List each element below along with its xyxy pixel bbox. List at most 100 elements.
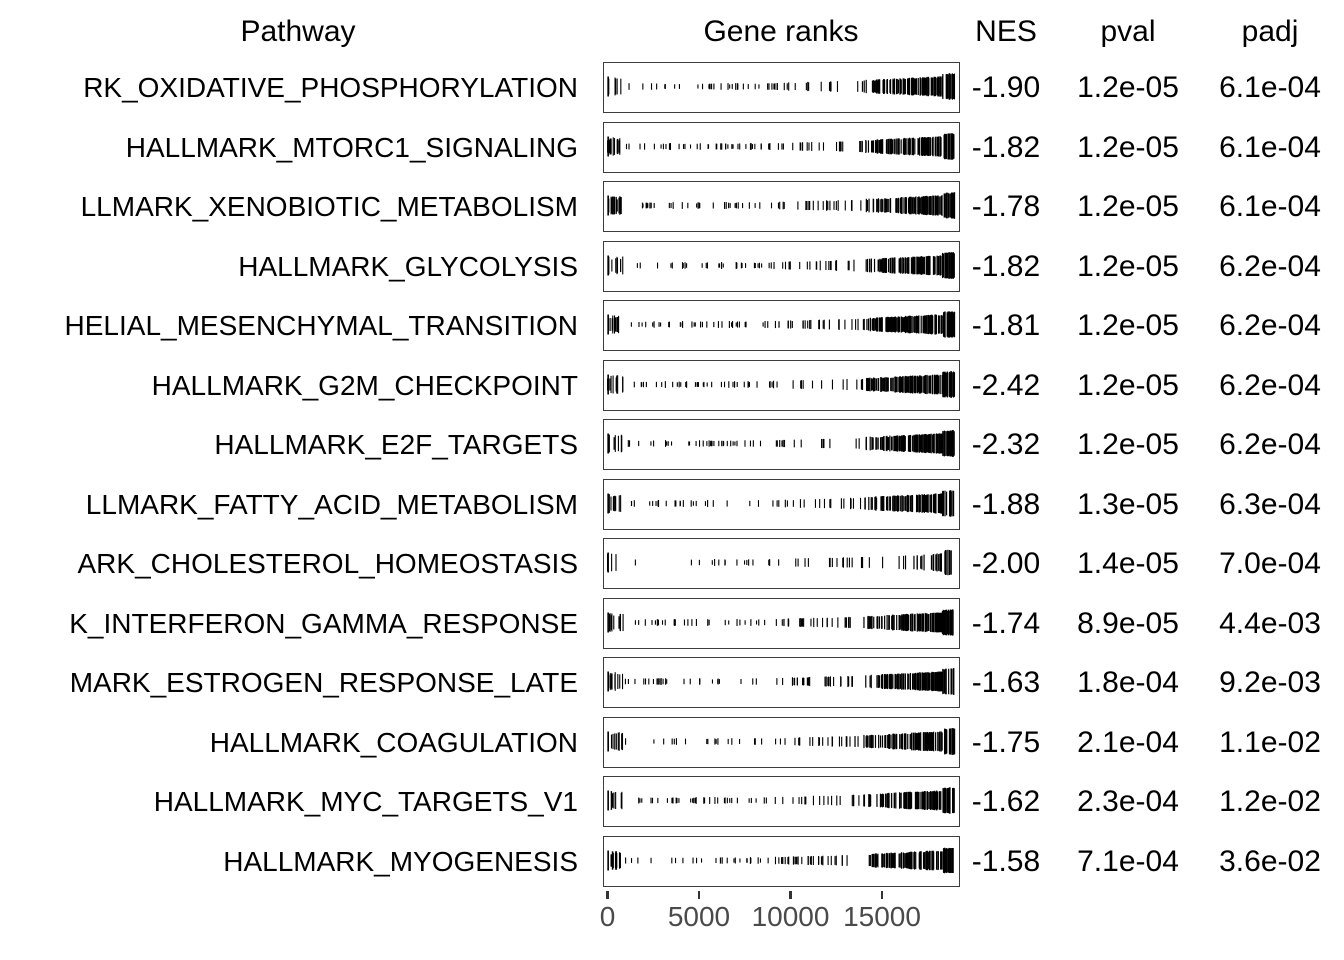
padj-value: 3.6e-02	[1219, 844, 1321, 878]
padj-value: 6.1e-04	[1219, 130, 1321, 164]
table-row: HALLMARK_G2M_CHECKPOINT -2.42 1.2e-05 6.…	[0, 359, 1344, 411]
padj-value: 6.2e-04	[1219, 368, 1321, 402]
gene-ranks-barcode	[607, 370, 956, 398]
gene-ranks-panel	[603, 776, 960, 827]
x-axis-tick	[697, 891, 701, 899]
padj-value: 6.2e-04	[1219, 428, 1321, 461]
padj-value: 6.1e-04	[1219, 71, 1321, 104]
pval-value: 1.4e-05	[1077, 547, 1179, 580]
x-axis-tick	[606, 891, 609, 899]
x-axis-tick-label: 15000	[843, 901, 921, 932]
nes-value: -1.62	[971, 785, 1041, 818]
pathway-label: HALLMARK_COAGULATION	[209, 726, 578, 758]
gene-ranks-panel	[603, 181, 960, 232]
nes-value: -1.58	[971, 844, 1041, 878]
gene-ranks-barcode	[607, 787, 955, 814]
pval-value: 2.1e-04	[1077, 725, 1179, 759]
column-header-nes: NES	[975, 15, 1037, 48]
nes-value: -1.74	[971, 606, 1041, 640]
x-axis-tick-label: 5000	[667, 901, 731, 932]
table-row: HALLMARK_E2F_TARGETS -2.32 1.2e-05 6.2e-…	[0, 419, 1344, 470]
pval-value: 1.2e-05	[1077, 190, 1179, 223]
gene-ranks-barcode	[607, 847, 954, 873]
pval-value: 1.2e-05	[1077, 71, 1179, 104]
gene-ranks-panel	[603, 359, 960, 411]
pathway-label: HALLMARK_E2F_TARGETS	[214, 429, 578, 460]
nes-value: -2.00	[971, 547, 1041, 580]
padj-value: 6.3e-04	[1219, 487, 1321, 521]
pathway-label: HALLMARK_MTORC1_SIGNALING	[125, 131, 578, 163]
pathway-label: HALLMARK_GLYCOLYSIS	[238, 250, 578, 282]
gene-ranks-barcode	[607, 430, 955, 457]
table-row: HALLMARK_MTORC1_SIGNALING -1.82 1.2e-05 …	[0, 121, 1344, 173]
table-row: RK_OXIDATIVE_PHOSPHORYLATION -1.90 1.2e-…	[0, 62, 1344, 113]
nes-value: -1.90	[971, 71, 1041, 104]
gene-ranks-panel	[603, 716, 960, 768]
pathway-label: LLMARK_XENOBIOTIC_METABOLISM	[80, 191, 578, 222]
pathway-label: ARK_CHOLESTEROL_HOMEOSTASIS	[77, 548, 579, 579]
x-axis-tick-label: 10000	[751, 901, 830, 932]
table-row: HALLMARK_GLYCOLYSIS -1.82 1.2e-05 6.2e-0…	[0, 240, 1344, 292]
pathway-label: RK_OXIDATIVE_PHOSPHORYLATION	[83, 72, 578, 103]
gene-ranks-panel	[603, 478, 960, 530]
x-axis-tick	[789, 891, 792, 899]
padj-value: 4.4e-03	[1219, 606, 1321, 640]
nes-value: -2.42	[971, 368, 1041, 402]
gene-ranks-barcode	[607, 192, 956, 219]
pathway-label: K_INTERFERON_GAMMA_RESPONSE	[69, 607, 578, 639]
pval-value: 1.2e-05	[1077, 249, 1179, 283]
table-row: HALLMARK_MYC_TARGETS_V1 -1.62 2.3e-04 1.…	[0, 776, 1344, 827]
gene-ranks-barcode	[607, 608, 954, 636]
nes-value: -1.75	[971, 725, 1041, 759]
nes-value: -1.78	[971, 190, 1041, 223]
gene-ranks-barcode	[607, 251, 955, 279]
nes-value: -1.88	[971, 487, 1041, 521]
padj-value: 1.2e-02	[1219, 785, 1321, 818]
gene-ranks-barcode	[607, 73, 956, 100]
column-header-gene-ranks: Gene ranks	[703, 15, 859, 48]
pathway-label: HALLMARK_G2M_CHECKPOINT	[151, 369, 578, 401]
gene-ranks-panel	[603, 240, 960, 292]
gene-ranks-panel	[603, 300, 960, 351]
table-row: ARK_CHOLESTEROL_HOMEOSTASIS -2.00 1.4e-0…	[0, 538, 1344, 589]
gene-ranks-panel	[603, 62, 960, 113]
padj-value: 1.1e-02	[1219, 725, 1321, 759]
nes-value: -2.32	[971, 428, 1041, 461]
padj-value: 6.1e-04	[1219, 190, 1321, 223]
table-row: HALLMARK_COAGULATION -1.75 2.1e-04 1.1e-…	[0, 716, 1344, 768]
padj-value: 6.2e-04	[1219, 309, 1321, 342]
table-row: MARK_ESTROGEN_RESPONSE_LATE -1.63 1.8e-0…	[0, 657, 1344, 708]
nes-value: -1.82	[971, 130, 1041, 164]
pval-value: 1.8e-04	[1077, 666, 1179, 699]
x-axis-tick-label: 0	[599, 901, 616, 932]
padj-value: 6.2e-04	[1219, 249, 1321, 283]
padj-value: 9.2e-03	[1219, 666, 1321, 699]
gene-ranks-panel	[603, 538, 960, 589]
pval-value: 1.2e-05	[1077, 309, 1179, 342]
nes-value: -1.63	[971, 666, 1041, 699]
pval-value: 2.3e-04	[1077, 785, 1179, 818]
pathway-label: HALLMARK_MYOGENESIS	[223, 845, 578, 877]
gene-ranks-barcode	[607, 549, 952, 576]
pval-value: 1.2e-05	[1077, 130, 1179, 164]
pathway-label: HELIAL_MESENCHYMAL_TRANSITION	[64, 310, 578, 341]
table-row: LLMARK_FATTY_ACID_METABOLISM -1.88 1.3e-…	[0, 478, 1344, 530]
nes-value: -1.82	[971, 249, 1041, 283]
column-header-padj: padj	[1241, 15, 1299, 48]
pval-value: 7.1e-04	[1077, 844, 1179, 878]
gene-ranks-panel	[603, 597, 960, 649]
pval-value: 1.2e-05	[1077, 428, 1179, 461]
gene-ranks-panel	[603, 419, 960, 470]
pathway-label: LLMARK_FATTY_ACID_METABOLISM	[85, 488, 578, 520]
gene-ranks-barcode	[607, 311, 956, 338]
pathway-label: MARK_ESTROGEN_RESPONSE_LATE	[69, 667, 578, 698]
pval-value: 8.9e-05	[1077, 606, 1179, 640]
padj-value: 7.0e-04	[1219, 547, 1321, 580]
column-header-pathway: Pathway	[240, 15, 356, 48]
gene-ranks-panel	[603, 835, 960, 887]
table-row: LLMARK_XENOBIOTIC_METABOLISM -1.78 1.2e-…	[0, 181, 1344, 232]
gene-ranks-barcode	[607, 489, 955, 517]
table-row: K_INTERFERON_GAMMA_RESPONSE -1.74 8.9e-0…	[0, 597, 1344, 649]
x-axis-tick	[880, 891, 884, 899]
